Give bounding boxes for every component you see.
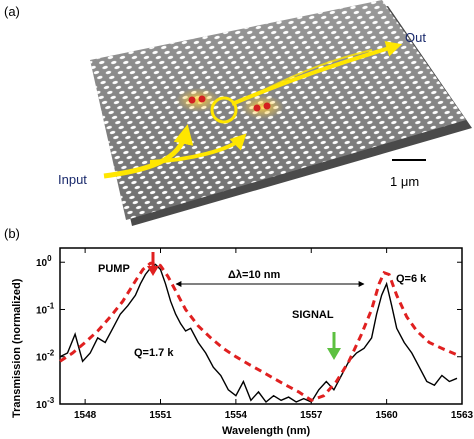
input-label: Input	[58, 172, 87, 187]
coupling-beam	[149, 133, 247, 164]
y-axis-ticks: 10-3 10-2 10-1 100	[36, 254, 462, 411]
secondary-beam	[259, 49, 373, 93]
cavity-glow-left	[176, 88, 220, 112]
fit-curve	[59, 261, 458, 402]
output-label: Out	[405, 30, 426, 45]
cavity-dot-right-2	[263, 102, 271, 110]
x-tick-label-5: 1563	[451, 410, 474, 421]
transmission-plot: 10-3 10-2 10-1 100 1548 1551 1554 1557 1560 1563…	[11, 247, 474, 437]
y-tick-label-1: 10-2	[36, 349, 55, 364]
signal-arrow-head	[327, 348, 341, 360]
output-beam	[231, 41, 403, 106]
y-tick-label-2: 10-1	[36, 301, 55, 316]
pump-arrow-head	[147, 266, 159, 276]
y-axis-title: Transmission (normalized)	[11, 278, 23, 418]
x-tick-label-3: 1557	[300, 410, 323, 421]
scale-bar-label: 1 μm	[390, 174, 419, 189]
y-tick-label-3: 100	[36, 254, 52, 269]
panel-b-label: (b)	[4, 226, 20, 241]
y-tick-label-0: 10-3	[36, 396, 55, 411]
cavity-dot-left-2	[198, 95, 206, 103]
x-tick-label-2: 1554	[225, 410, 248, 421]
x-tick-label-4: 1560	[376, 410, 399, 421]
x-tick-label-0: 1548	[74, 410, 97, 421]
x-axis-ticks: 1548 1551 1554 1557 1560 1563	[74, 248, 474, 421]
ring-path	[210, 96, 238, 124]
plot-frame	[59, 247, 463, 405]
cavity-dot-right-1	[253, 104, 261, 112]
x-axis-title: Wavelength (nm)	[222, 425, 311, 437]
q-right-annotation: Q=6 k	[396, 273, 427, 285]
delta-annotation: Δλ=10 nm	[228, 269, 280, 281]
signal-annotation: SIGNAL	[292, 309, 334, 321]
cavity-glow-right	[240, 95, 284, 119]
pump-annotation: PUMP	[98, 263, 130, 275]
q-left-annotation: Q=1.7 k	[134, 347, 174, 359]
x-tick-label-1: 1551	[149, 410, 172, 421]
light-path	[103, 41, 403, 179]
series-layer	[59, 261, 458, 404]
measured-curve	[59, 263, 458, 404]
cavity-dot-left-1	[188, 96, 196, 104]
panel-a-label: (a)	[4, 4, 20, 19]
